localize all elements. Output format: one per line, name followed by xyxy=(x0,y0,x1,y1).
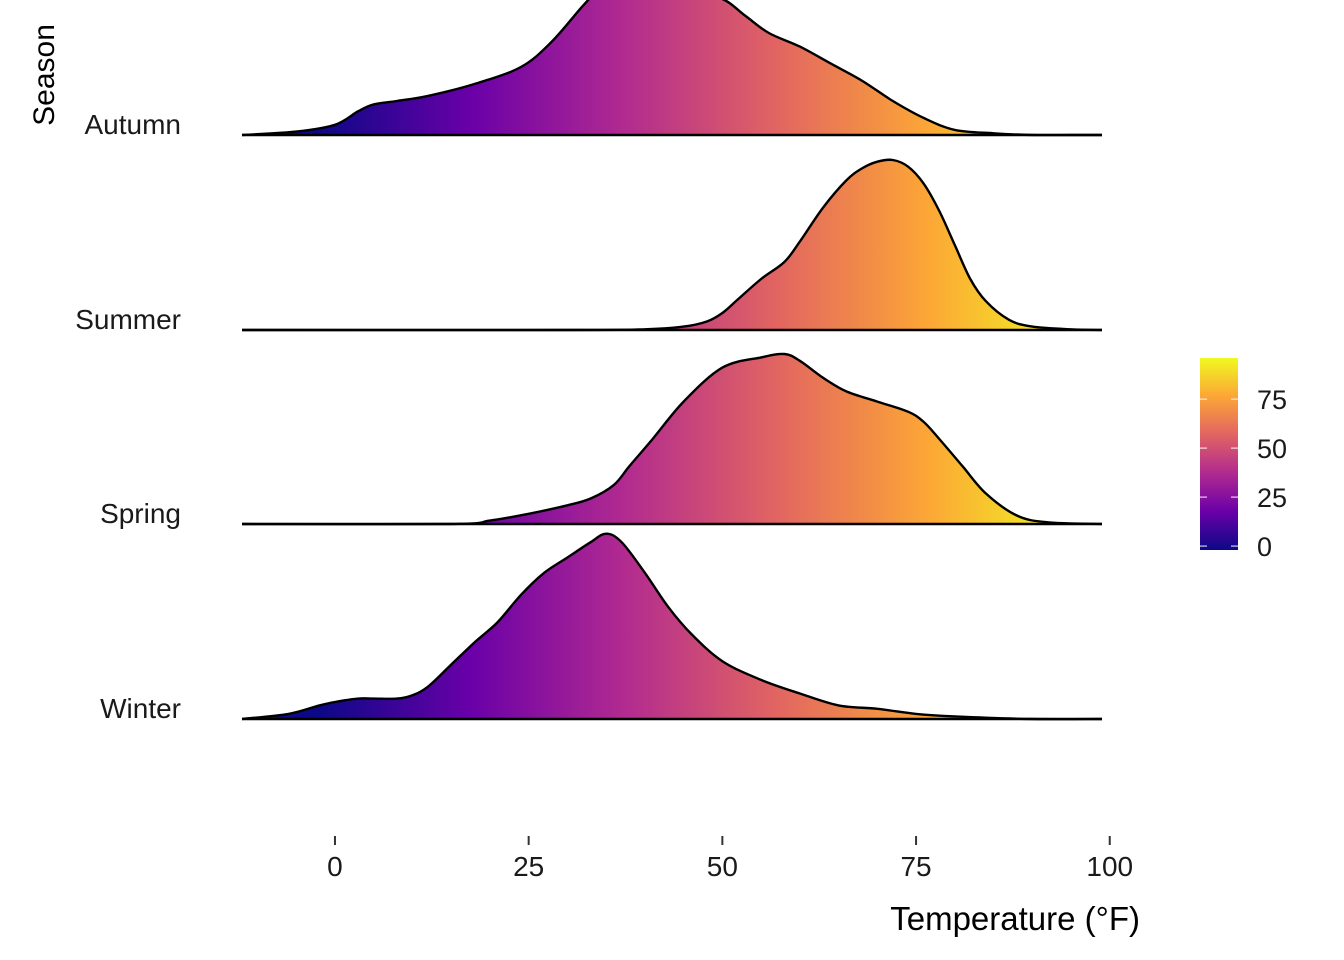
ridges-layer xyxy=(241,0,1103,721)
ridge-outline-spring xyxy=(241,352,1103,526)
y-axis-title: Season xyxy=(28,24,61,126)
ridge-autumn xyxy=(241,0,1102,137)
ridge-outline-autumn xyxy=(241,0,1102,137)
legend-tick-label-50: 50 xyxy=(1257,434,1287,464)
ridge-outline-winter xyxy=(241,532,1103,721)
y-tick-label-spring: Spring xyxy=(100,498,181,529)
ridge-area-summer xyxy=(242,159,1102,331)
x-axis: 0 25 50 75 100 xyxy=(327,836,1133,882)
legend-tick-label-0: 0 xyxy=(1257,532,1272,562)
ridge-area-spring xyxy=(242,353,1102,525)
y-tick-label-winter: Winter xyxy=(100,693,181,724)
y-axis-category-labels: Autumn Summer Spring Winter xyxy=(75,109,181,724)
x-tick-label-50: 50 xyxy=(707,851,738,882)
color-legend: 0 25 50 75 xyxy=(1200,358,1287,562)
x-tick-label-25: 25 xyxy=(513,851,544,882)
ridge-winter xyxy=(241,532,1103,721)
y-tick-label-summer: Summer xyxy=(75,304,181,335)
ridge-summer xyxy=(241,158,1103,332)
legend-colorbar xyxy=(1200,358,1238,550)
x-tick-label-0: 0 xyxy=(327,851,343,882)
legend-tick-label-25: 25 xyxy=(1257,483,1287,513)
x-tick-label-100: 100 xyxy=(1086,851,1133,882)
ridge-area-winter xyxy=(242,533,1102,720)
x-tick-label-75: 75 xyxy=(900,851,931,882)
legend-ticks: 0 25 50 75 xyxy=(1200,385,1287,562)
ridge-area-autumn xyxy=(242,0,1102,136)
legend-tick-label-75: 75 xyxy=(1257,385,1287,415)
x-axis-title: Temperature (°F) xyxy=(890,900,1140,937)
y-tick-label-autumn: Autumn xyxy=(85,109,182,140)
ridge-outline-summer xyxy=(241,158,1103,332)
ridge-spring xyxy=(241,352,1103,526)
